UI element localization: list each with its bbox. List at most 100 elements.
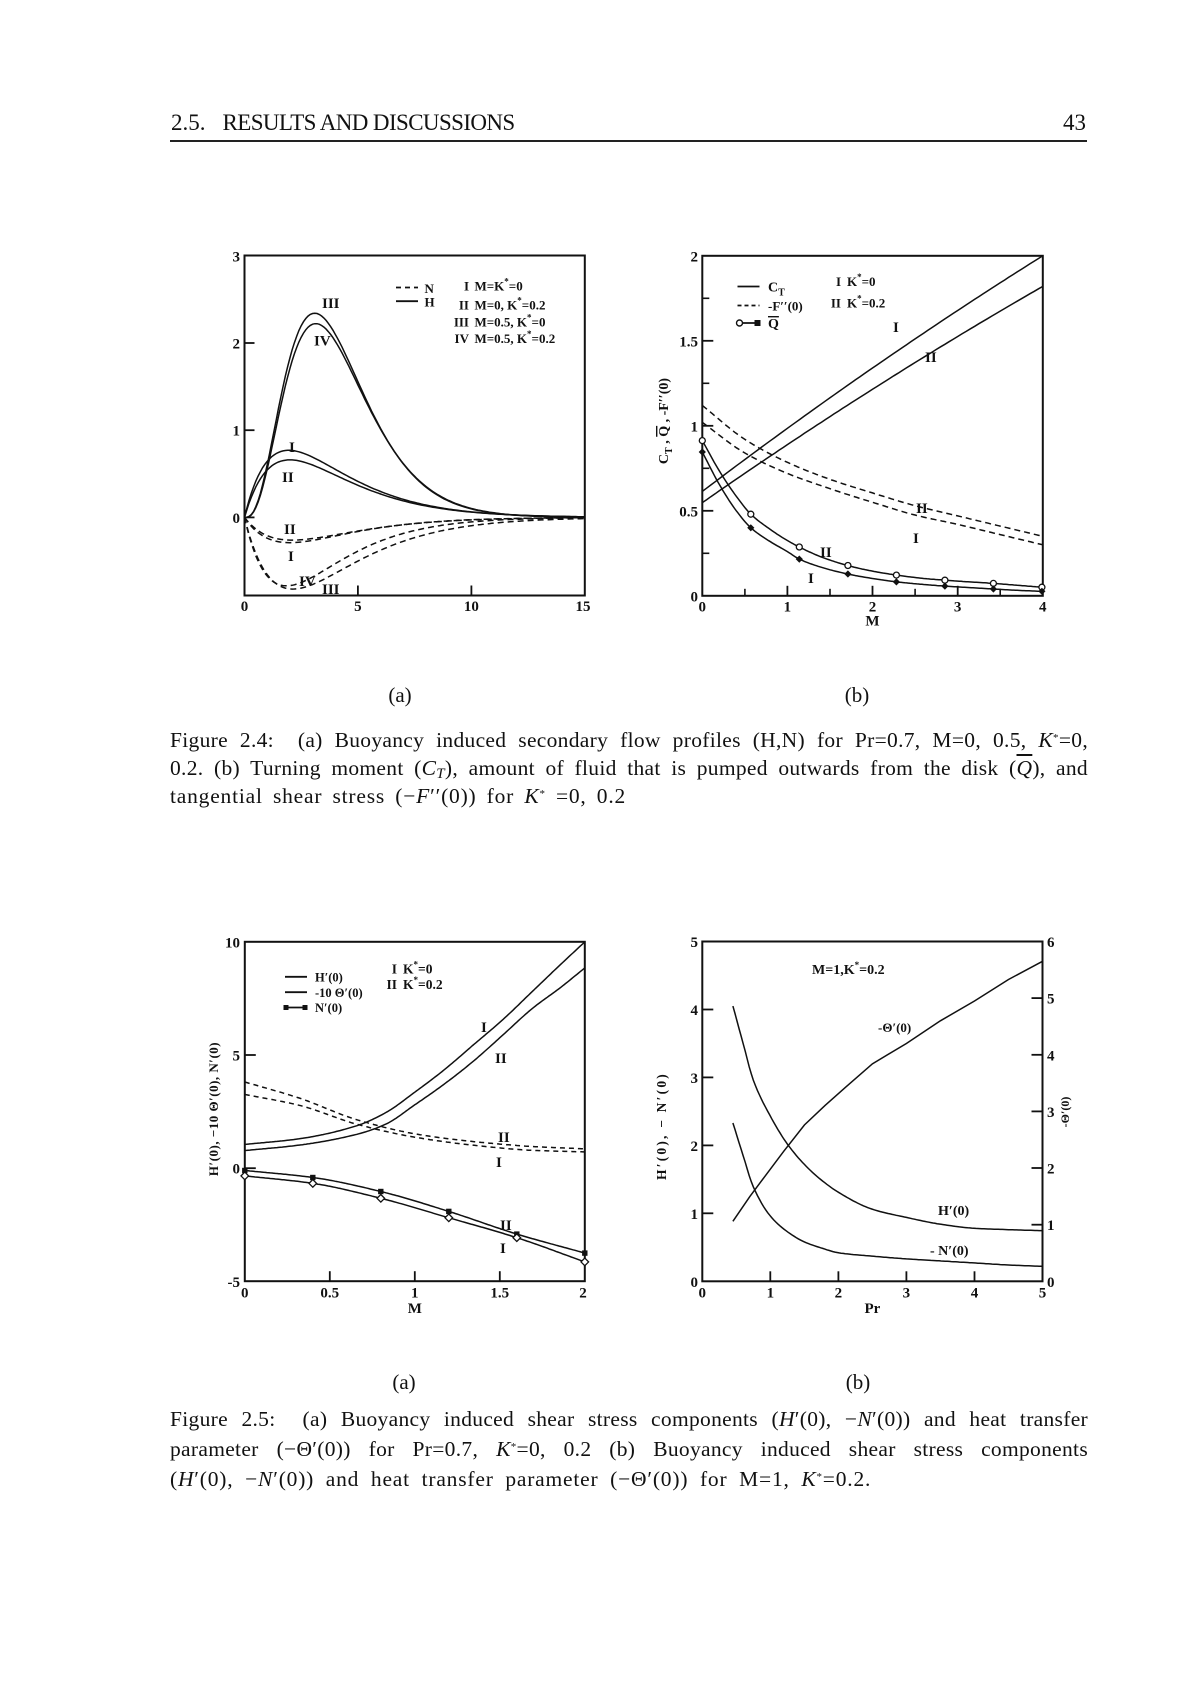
svg-text:M: M — [865, 614, 879, 630]
svg-text:5: 5 — [354, 599, 362, 615]
svg-text:-5: -5 — [228, 1275, 241, 1291]
svg-text:2: 2 — [691, 1139, 699, 1155]
svg-text:10: 10 — [225, 935, 240, 951]
svg-text:0: 0 — [691, 589, 699, 605]
svg-text:II: II — [500, 1218, 512, 1234]
svg-text:II: II — [925, 350, 937, 366]
svg-text:0: 0 — [699, 1286, 707, 1302]
svg-text:III: III — [322, 296, 340, 312]
svg-text:H′(0): H′(0) — [938, 1204, 969, 1219]
svg-text:I: I — [913, 531, 919, 547]
svg-text:2: 2 — [691, 249, 699, 265]
svg-text:II: II — [386, 977, 397, 992]
svg-text:I: I — [464, 279, 469, 294]
svg-text:II: II — [284, 522, 296, 538]
svg-text:K*=0.2: K*=0.2 — [403, 975, 443, 992]
svg-text:N: N — [425, 281, 435, 296]
svg-text:CT: CT — [768, 281, 785, 299]
svg-text:M=0.5, K*=0.2: M=0.5, K*=0.2 — [475, 329, 556, 346]
svg-text:III: III — [322, 582, 340, 598]
svg-text:I: I — [808, 571, 814, 587]
svg-text:1: 1 — [411, 1286, 419, 1302]
svg-text:1: 1 — [1047, 1218, 1055, 1234]
svg-text:M: M — [408, 1301, 422, 1317]
svg-text:5: 5 — [691, 935, 699, 951]
svg-text:N′(0): N′(0) — [315, 1001, 342, 1015]
svg-text:II: II — [820, 545, 832, 561]
svg-text:2: 2 — [1047, 1162, 1055, 1178]
svg-text:1: 1 — [784, 600, 792, 616]
svg-text:M=0, K*=0.2: M=0, K*=0.2 — [475, 296, 546, 313]
svg-text:5: 5 — [1047, 992, 1055, 1008]
svg-text:4: 4 — [971, 1286, 979, 1302]
svg-text:0.5: 0.5 — [679, 504, 698, 520]
svg-text:I: I — [288, 549, 294, 565]
svg-text:K*=0: K*=0 — [847, 272, 876, 289]
svg-text:M=1,K*=0.2: M=1,K*=0.2 — [812, 960, 885, 978]
svg-text:I: I — [496, 1155, 502, 1171]
svg-text:1: 1 — [691, 1207, 699, 1223]
svg-text:K*=0.2: K*=0.2 — [847, 294, 885, 311]
svg-text:0: 0 — [1047, 1275, 1055, 1291]
svg-text:I: I — [893, 320, 899, 336]
svg-text:II: II — [498, 1130, 510, 1146]
svg-text:1: 1 — [691, 419, 699, 435]
svg-text:H′(0), −10 Θ′(0), N′(0): H′(0), −10 Θ′(0), N′(0) — [206, 1042, 221, 1176]
svg-text:2: 2 — [233, 337, 241, 353]
svg-text:II: II — [495, 1051, 507, 1067]
svg-text:III: III — [454, 315, 469, 330]
svg-text:3: 3 — [954, 600, 962, 616]
svg-text:4: 4 — [1039, 600, 1047, 616]
svg-text:3: 3 — [233, 249, 241, 265]
svg-text:1.5: 1.5 — [490, 1286, 509, 1302]
svg-text:- N′(0): - N′(0) — [930, 1244, 969, 1259]
svg-text:H′(0), − N′(0): H′(0), − N′(0) — [654, 1072, 669, 1180]
svg-text:II: II — [916, 501, 928, 517]
svg-text:H: H — [425, 295, 435, 310]
svg-text:I: I — [392, 962, 397, 977]
svg-text:II: II — [459, 298, 469, 313]
svg-text:0: 0 — [691, 1275, 699, 1291]
svg-text:5: 5 — [1039, 1286, 1047, 1302]
svg-text:-Θ′(0): -Θ′(0) — [1058, 1097, 1072, 1128]
svg-text:M=0.5, K*=0: M=0.5, K*=0 — [475, 313, 546, 330]
svg-text:-Θ′(0): -Θ′(0) — [878, 1020, 911, 1035]
svg-text:2: 2 — [869, 600, 877, 616]
svg-text:3: 3 — [691, 1071, 699, 1087]
svg-text:3: 3 — [1047, 1105, 1055, 1121]
svg-text:M=K*=0: M=K*=0 — [475, 277, 523, 294]
svg-text:Pr: Pr — [864, 1301, 880, 1317]
svg-text:K*=0: K*=0 — [403, 960, 433, 977]
svg-text:I: I — [836, 274, 841, 289]
svg-text:-F′′(0): -F′′(0) — [768, 299, 803, 314]
svg-text:1: 1 — [233, 424, 241, 440]
svg-text:H′(0): H′(0) — [315, 971, 343, 985]
svg-text:IV: IV — [314, 334, 331, 350]
svg-text:2: 2 — [835, 1286, 843, 1302]
svg-text:15: 15 — [576, 599, 591, 615]
svg-text:I: I — [481, 1020, 487, 1036]
svg-text:0: 0 — [241, 599, 249, 615]
svg-text:0: 0 — [233, 1162, 241, 1178]
svg-text:5: 5 — [233, 1049, 241, 1065]
svg-text:2: 2 — [579, 1286, 587, 1302]
svg-text:10: 10 — [464, 599, 479, 615]
svg-text:3: 3 — [903, 1286, 911, 1302]
svg-text:4: 4 — [691, 1003, 699, 1019]
svg-text:0: 0 — [233, 511, 241, 527]
svg-text:II: II — [282, 470, 294, 486]
svg-text:4: 4 — [1047, 1048, 1055, 1064]
svg-text:-10 Θ′(0): -10 Θ′(0) — [315, 986, 363, 1000]
svg-text:1.5: 1.5 — [679, 334, 698, 350]
svg-text:II: II — [831, 296, 841, 311]
svg-text:1: 1 — [767, 1286, 775, 1302]
svg-text:I: I — [289, 440, 295, 456]
svg-text:Q: Q — [768, 317, 779, 332]
svg-text:CT , Q , -F′′(0): CT , Q , -F′′(0) — [657, 378, 675, 464]
svg-text:0.5: 0.5 — [320, 1286, 339, 1302]
svg-text:6: 6 — [1047, 935, 1055, 951]
svg-text:0: 0 — [241, 1286, 249, 1302]
svg-text:IV: IV — [455, 331, 470, 346]
svg-text:I: I — [500, 1241, 506, 1257]
svg-text:0: 0 — [699, 600, 707, 616]
